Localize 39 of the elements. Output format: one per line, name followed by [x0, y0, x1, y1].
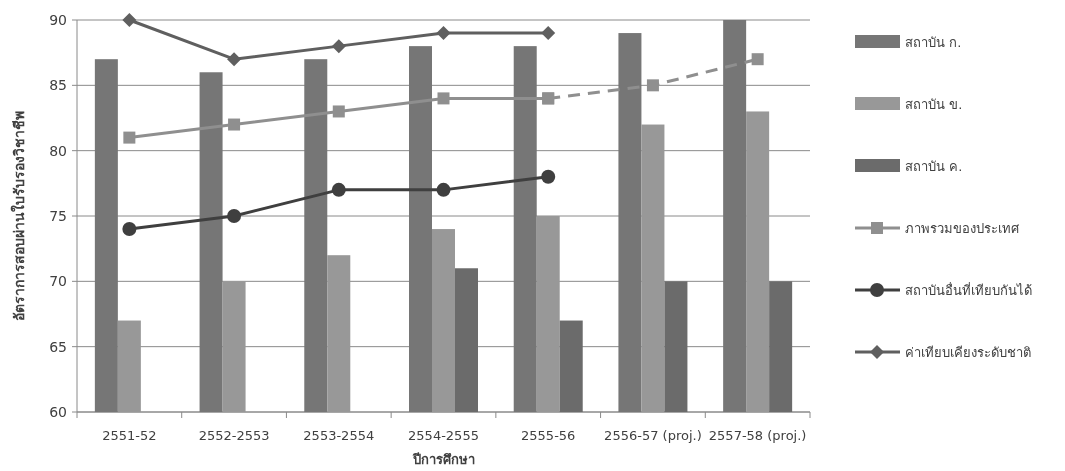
- y-axis-title: อัตราการสอบผ่านใบรับรองวิชาชีพ: [10, 111, 27, 321]
- point: [227, 209, 242, 223]
- x-tick-label: 2551-52: [102, 428, 157, 443]
- point: [122, 13, 137, 27]
- point: [436, 182, 451, 197]
- y-tick-label: 70: [49, 273, 67, 290]
- point: [228, 118, 241, 131]
- y-tick-label: 65: [49, 338, 67, 355]
- point: [123, 131, 136, 144]
- y-tick-label: 80: [49, 142, 67, 159]
- x-axis-title: ปีการศึกษา: [411, 452, 475, 467]
- x-tick-label: 2552-2553: [198, 428, 270, 443]
- point: [541, 169, 556, 184]
- point: [437, 92, 450, 105]
- legend-label: สถาบัน ค.: [905, 159, 963, 174]
- legend-label: สถาบันอื่นที่เทียบกันได้: [905, 282, 1032, 298]
- legend-label: ค่าเทียบเคียงระดับชาติ: [905, 345, 1031, 360]
- x-tick-label: 2554-2555: [408, 428, 479, 443]
- point: [331, 182, 346, 197]
- y-tick-label: 90: [49, 12, 67, 28]
- point: [122, 222, 137, 237]
- x-tick-label: 2553-2554: [303, 428, 375, 443]
- legend-label: สถาบัน ข.: [905, 97, 963, 112]
- y-tick-label: 85: [49, 77, 67, 94]
- point: [331, 39, 346, 54]
- point: [542, 92, 555, 105]
- point: [332, 105, 345, 118]
- y-tick-label: 60: [49, 404, 67, 420]
- legend-label: ภาพรวมของประเทศ: [905, 221, 1020, 236]
- point: [436, 26, 451, 41]
- point: [646, 79, 659, 92]
- y-tick-label: 75: [49, 208, 67, 224]
- point: [751, 53, 764, 66]
- legend-label: สถาบัน ก.: [905, 35, 962, 50]
- x-tick-label: 2555-56: [521, 428, 576, 443]
- x-tick-label: 2557-58 (proj.): [708, 428, 807, 443]
- x-tick-label: 2556-57 (proj.): [604, 428, 702, 443]
- point: [227, 52, 242, 67]
- point: [541, 26, 556, 41]
